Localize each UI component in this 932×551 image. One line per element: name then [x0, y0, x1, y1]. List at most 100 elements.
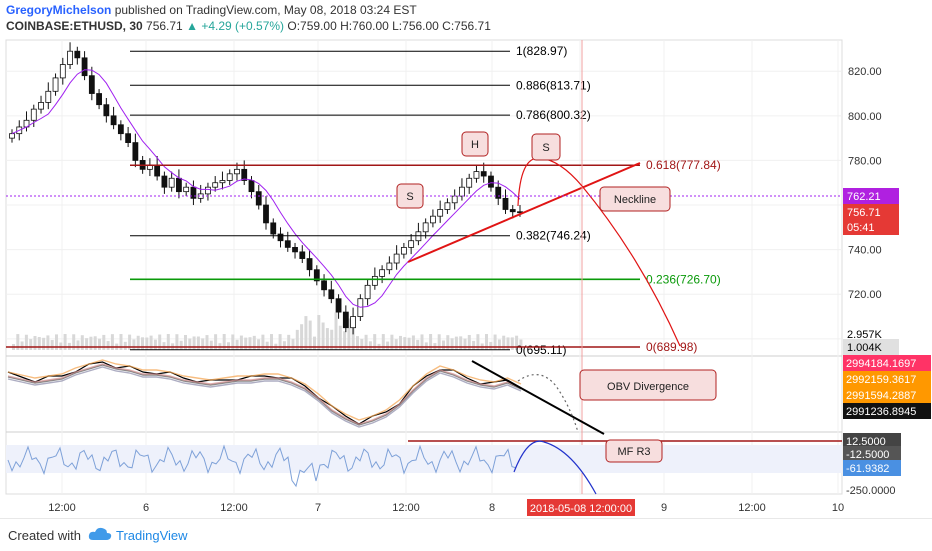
author-name[interactable]: GregoryMichelson: [6, 3, 112, 17]
x-tick-label: 7: [315, 502, 321, 514]
candle-up: [415, 231, 422, 242]
tradingview-brand[interactable]: TradingView: [116, 528, 188, 543]
volume-bar: [485, 334, 488, 350]
obv-value-tag: 2991236.8945: [843, 403, 931, 419]
volume-bar: [282, 341, 286, 350]
candle-up: [59, 64, 66, 79]
volume-bar: [506, 337, 510, 350]
y-tick-label: 740.00: [848, 245, 882, 257]
publish-text: published on TradingView.com, May 08, 20…: [114, 3, 417, 17]
mfi-line: [7, 444, 517, 488]
candle-down: [88, 75, 95, 94]
volume-bar: [123, 341, 127, 350]
candle-up: [466, 177, 473, 188]
volume-bar: [291, 338, 295, 350]
candle-down: [502, 197, 509, 210]
volume-bar: [102, 334, 106, 350]
candle-up: [9, 133, 15, 139]
volume-bar: [153, 339, 157, 350]
volume-bar: [76, 340, 80, 350]
volume-bar: [24, 334, 28, 350]
svg-text:2991594.2887: 2991594.2887: [846, 390, 916, 402]
svg-text:MF R3: MF R3: [618, 446, 651, 458]
volume-bar: [463, 338, 467, 350]
mfi-value-tag: 12.5000: [843, 433, 901, 449]
volume-bar: [89, 336, 93, 350]
volume-bar: [248, 337, 252, 350]
volume-bar: [222, 334, 226, 350]
volume-tag-1: 2.957K: [843, 326, 899, 342]
volume-bar: [446, 335, 450, 350]
volume-bar: [390, 334, 394, 350]
mfi-projection: [513, 440, 597, 495]
volume-bar: [381, 334, 385, 350]
volume-bar: [399, 335, 402, 350]
neckline: [407, 162, 641, 263]
volume-bar: [347, 318, 351, 350]
volume-bar: [454, 336, 458, 350]
mf-r3-label: MF R3: [605, 439, 663, 463]
candle-up: [183, 186, 190, 193]
volume-bar: [386, 341, 390, 350]
svg-text:1.004K: 1.004K: [847, 342, 883, 354]
obv-value-tag: 2991594.2887: [843, 387, 931, 403]
volume-bar: [63, 334, 67, 350]
footer: Created with TradingView: [0, 518, 932, 551]
volume-bar: [394, 339, 398, 350]
candle-down: [328, 289, 335, 300]
candle-up: [30, 108, 37, 121]
volume-bar: [278, 334, 282, 350]
candle-down: [270, 222, 277, 235]
publish-info: GregoryMichelson published on TradingVie…: [6, 3, 417, 17]
candle-down: [495, 186, 502, 199]
x-tick-label: 12:00: [220, 502, 248, 514]
candle-down: [154, 164, 161, 177]
volume-bar: [244, 337, 248, 350]
candle-up: [400, 247, 407, 255]
volume-bar: [411, 335, 415, 350]
candle-down: [110, 115, 117, 126]
volume-bar: [343, 331, 347, 350]
price-change: +4.29 (+0.57%): [201, 19, 285, 33]
volume-bar: [20, 341, 24, 350]
volume-bar: [16, 334, 20, 350]
candle-up: [451, 195, 458, 204]
head-label: H: [461, 131, 489, 157]
svg-text:2994184.1697: 2994184.1697: [846, 358, 916, 370]
volume-bar: [459, 336, 463, 350]
svg-text:05:41: 05:41: [847, 222, 875, 234]
volume-bar: [252, 335, 256, 350]
volume-bar: [141, 337, 144, 350]
x-tick-label: 12:00: [392, 502, 420, 514]
candle-down: [284, 240, 291, 248]
volume-bar: [308, 320, 312, 350]
symbol-info: COINBASE:ETHUSD, 30 756.71 ▲ +4.29 (+0.5…: [6, 19, 491, 33]
fib-label: 0.236(726.70): [646, 272, 721, 286]
volume-bar: [442, 340, 445, 350]
volume-bar: [55, 334, 58, 350]
volume-bar: [334, 312, 338, 350]
volume-bar: [493, 334, 497, 350]
volume-bar: [429, 334, 433, 350]
chart-area[interactable]: 1(828.97) 0.886(813.71) 0.786(800.32) 0.618…: [0, 36, 932, 518]
volume-bar: [119, 334, 123, 350]
volume-bar: [128, 334, 132, 350]
volume-bar: [416, 339, 420, 350]
candle-up: [393, 253, 400, 264]
candle-down: [117, 124, 124, 135]
volume-bar: [239, 335, 243, 350]
symbol-name[interactable]: COINBASE:ETHUSD, 30: [6, 19, 143, 33]
volume-bar: [188, 338, 192, 350]
volume-bar: [158, 334, 162, 350]
volume-bar: [261, 334, 265, 350]
volume-bar: [467, 334, 471, 350]
volume-bar: [46, 335, 50, 350]
volume-bar: [270, 334, 273, 350]
candle-down: [292, 247, 298, 253]
candle-up: [386, 262, 393, 271]
volume-bar: [321, 322, 325, 350]
y-tick-label: 800.00: [848, 111, 882, 123]
candle-down: [263, 204, 269, 224]
volume-bar: [93, 336, 97, 350]
